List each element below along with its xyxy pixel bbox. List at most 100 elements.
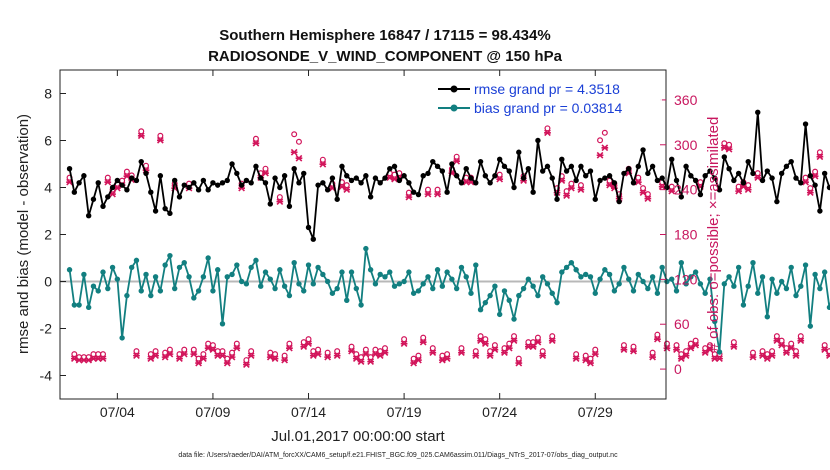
rmse-point — [410, 189, 417, 195]
y-tick-label: 2 — [44, 227, 52, 243]
bias-point — [707, 276, 713, 282]
bias-point — [391, 283, 398, 289]
obs-assimilated-point — [343, 186, 351, 194]
obs-possible-point — [133, 348, 140, 355]
y2-tick-label: 120 — [674, 271, 698, 287]
rmse-point — [740, 180, 747, 186]
obs-assimilated-point — [563, 192, 570, 199]
obs-assimilated-point — [443, 355, 451, 362]
rmse-point — [324, 187, 331, 193]
bias-point — [621, 264, 627, 271]
obs-assimilated-point — [510, 337, 518, 345]
bias-point — [71, 302, 78, 308]
obs-possible-point — [802, 174, 809, 181]
legend-rmse-marker — [450, 85, 458, 93]
rmse-point — [444, 189, 450, 195]
obs-possible-point — [769, 348, 776, 355]
obs-assimilated-point — [654, 335, 661, 343]
bias-point — [219, 321, 226, 327]
rmse-point — [449, 161, 455, 167]
bias-point — [563, 264, 570, 271]
obs-possible-point — [654, 331, 661, 338]
rmse-point — [219, 180, 226, 186]
rmse-point — [458, 180, 465, 186]
obs-assimilated-point — [754, 174, 762, 182]
rmse-point — [76, 180, 82, 186]
bias-point — [138, 288, 144, 294]
plot-area — [60, 109, 830, 368]
rmse-point — [673, 177, 680, 184]
bias-point — [420, 281, 426, 287]
bias-point — [248, 264, 254, 271]
bias-point — [301, 288, 307, 294]
obs-assimilated-point — [281, 356, 288, 364]
rmse-point — [802, 121, 809, 127]
bias-point — [750, 260, 756, 266]
bias-point — [764, 314, 771, 320]
bias-point — [496, 311, 503, 318]
rmse-point — [133, 177, 140, 184]
bias-point — [253, 257, 259, 264]
bias-point — [224, 274, 230, 280]
x-axis-label: Jul.01,2017 00:00:00 start — [271, 428, 445, 445]
rmse-point — [573, 177, 579, 184]
obs-assimilated-point — [481, 340, 489, 348]
obs-possible-point — [706, 342, 713, 349]
rmse-point — [697, 191, 704, 198]
bias-point — [434, 267, 441, 273]
obs-possible-point — [797, 333, 804, 340]
bias-point — [277, 267, 283, 273]
rmse-point — [167, 210, 173, 217]
bias-point — [726, 274, 732, 280]
rmse-point — [81, 173, 87, 179]
bias-point — [181, 260, 187, 266]
obs-possible-point — [367, 354, 374, 361]
obs-assimilated-point — [424, 190, 432, 198]
obs-assimilated-point — [568, 184, 575, 192]
obs-assimilated-point — [673, 346, 680, 354]
bias-point — [243, 281, 250, 287]
bias-point — [363, 245, 369, 252]
bias-point — [659, 264, 665, 271]
obs-possible-point — [71, 351, 78, 358]
obs-assimilated-point — [458, 349, 465, 357]
rmse-point — [826, 184, 830, 191]
rmse-point — [659, 175, 665, 181]
bias-point — [477, 307, 484, 313]
obs-possible-point — [458, 345, 465, 352]
y2-tick-label: 0 — [674, 361, 682, 377]
bias-point — [358, 302, 364, 308]
obs-assimilated-point — [692, 341, 699, 349]
obs-possible-point — [721, 140, 728, 147]
obs-possible-point — [429, 345, 436, 352]
bias-point — [95, 288, 101, 294]
y2-tick-label: 60 — [674, 316, 690, 332]
rmse-point — [669, 156, 675, 162]
obs-possible-point — [291, 131, 298, 138]
rmse-point — [305, 224, 312, 231]
bias-point — [200, 274, 207, 280]
rmse-point — [616, 198, 622, 205]
bias-point — [482, 299, 489, 306]
obs-possible-point — [262, 165, 269, 172]
rmse-point — [611, 180, 618, 186]
bias-point — [692, 269, 699, 275]
rmse-point — [243, 177, 250, 184]
obs-assimilated-point — [496, 175, 504, 183]
obs-assimilated-point — [104, 178, 112, 186]
obs-possible-point — [592, 346, 599, 353]
rmse-point — [128, 175, 135, 181]
obs-possible-point — [95, 351, 102, 358]
rmse-point — [420, 173, 426, 179]
rmse-point — [640, 147, 646, 153]
obs-assimilated-point — [209, 346, 217, 354]
chart-subtitle: RADIOSONDE_V_WIND_COMPONENT @ 150 hPa — [208, 48, 563, 65]
bias-point — [90, 283, 97, 289]
obs-assimilated-point — [415, 356, 422, 364]
obs-possible-point — [315, 346, 322, 353]
bias-point — [66, 267, 73, 273]
obs-possible-point — [401, 336, 408, 343]
bias-point — [372, 281, 379, 287]
bias-point — [826, 304, 830, 311]
obs-possible-point — [534, 334, 541, 341]
